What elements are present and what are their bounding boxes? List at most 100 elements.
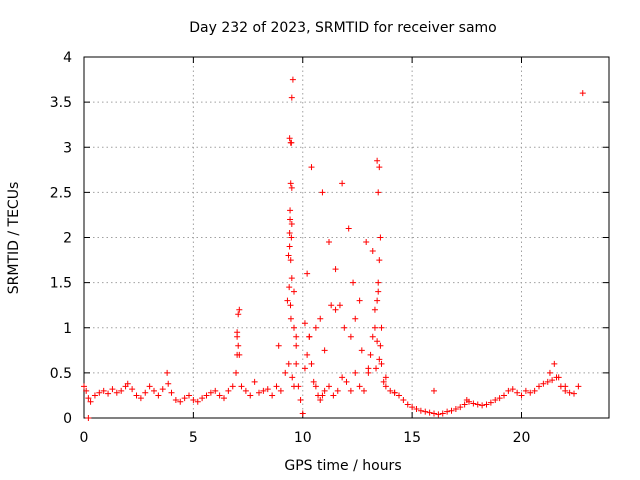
data-point (172, 396, 179, 403)
data-point (328, 302, 335, 309)
data-point (514, 389, 521, 396)
data-point (151, 387, 157, 394)
data-point (352, 315, 359, 322)
data-point (579, 90, 586, 97)
data-point (293, 360, 300, 367)
data-point (164, 369, 171, 376)
data-point (505, 387, 512, 394)
data-point (275, 342, 282, 349)
data-point (400, 396, 407, 403)
data-point (562, 383, 569, 390)
data-point (452, 405, 459, 412)
data-point (289, 76, 296, 83)
data-point (374, 157, 381, 164)
data-point (113, 389, 120, 396)
data-point (444, 408, 451, 415)
data-point (269, 392, 276, 399)
data-point (555, 374, 562, 381)
data-point (470, 400, 477, 407)
data-point (374, 297, 381, 304)
data-point (551, 360, 558, 367)
data-point (100, 387, 107, 394)
data-point (287, 216, 294, 223)
data-point (289, 374, 296, 381)
data-point (350, 279, 357, 286)
data-point (207, 389, 214, 396)
data-point (439, 410, 446, 417)
data-point (380, 378, 387, 385)
data-point (321, 347, 328, 354)
data-point (317, 396, 324, 403)
data-point (293, 333, 300, 340)
data-point (326, 239, 332, 246)
data-point (487, 399, 494, 406)
data-point (387, 387, 394, 394)
data-point (317, 315, 324, 322)
data-point (301, 365, 308, 372)
data-point (431, 410, 437, 417)
data-point (129, 386, 136, 393)
data-point (413, 405, 420, 412)
data-point (375, 288, 382, 295)
data-point (91, 392, 98, 399)
data-point (522, 387, 529, 394)
y-tick-labels: 0 0.5 1 1.5 2 2.5 3 3.5 4 (50, 50, 72, 427)
data-point (242, 387, 249, 394)
data-point (288, 275, 295, 282)
data-point (282, 369, 289, 376)
data-point (256, 389, 262, 396)
data-point (137, 395, 144, 402)
data-point (496, 395, 503, 402)
data-point (375, 189, 382, 196)
y-tick-label: 1 (63, 321, 72, 337)
y-tick-label: 2.5 (50, 185, 72, 201)
data-point (133, 392, 140, 399)
data-point (251, 378, 258, 385)
data-point (367, 351, 374, 358)
data-point (291, 383, 297, 390)
data-point (310, 378, 317, 385)
data-point (376, 164, 383, 171)
data-point (319, 392, 326, 399)
data-point (277, 387, 284, 394)
data-point (343, 378, 350, 385)
data-point (288, 234, 295, 241)
data-point (345, 225, 352, 232)
data-point (549, 377, 556, 384)
data-point (234, 329, 241, 336)
data-point (146, 383, 153, 390)
data-point (531, 387, 538, 394)
data-point (190, 396, 197, 403)
y-tick-label: 3 (63, 140, 72, 156)
data-point (306, 333, 313, 340)
data-point (235, 311, 242, 318)
data-point (371, 306, 378, 313)
data-point (375, 279, 382, 286)
y-axis-label: SRMTID / TECUs (6, 182, 22, 295)
y-tick-label: 0.5 (50, 366, 72, 382)
data-point (288, 220, 295, 227)
data-point (371, 324, 378, 331)
data-point (369, 248, 376, 255)
data-point (96, 389, 103, 396)
data-point (186, 392, 192, 399)
data-point (501, 392, 507, 399)
data-point (293, 342, 300, 349)
data-point (194, 398, 201, 405)
data-point (216, 392, 223, 399)
data-point (109, 386, 116, 393)
data-point (391, 389, 398, 396)
data-point (566, 389, 573, 396)
data-point (287, 139, 294, 146)
data-point (286, 135, 293, 142)
data-point (422, 408, 429, 415)
data-point (177, 398, 184, 405)
data-point (87, 398, 94, 405)
data-point (273, 383, 280, 390)
data-point (118, 387, 125, 394)
data-point (374, 338, 381, 345)
data-point (409, 404, 416, 411)
data-point (238, 383, 245, 390)
x-tick-label: 10 (294, 430, 312, 446)
data-point (287, 257, 294, 264)
